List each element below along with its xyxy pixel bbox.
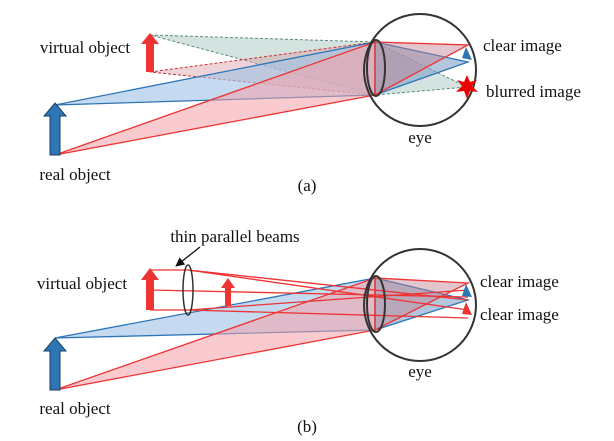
- real-object-arrow: [44, 103, 66, 155]
- label: eye: [408, 128, 432, 147]
- label: virtual object: [37, 274, 127, 293]
- label: clear image: [483, 36, 562, 55]
- clear-image-arrow: [462, 302, 472, 315]
- real-object-arrow: [44, 338, 66, 390]
- label: clear image: [480, 272, 559, 291]
- label: clear image: [480, 305, 559, 324]
- label: blurred image: [486, 82, 581, 101]
- caption: (a): [298, 176, 317, 195]
- diagram: virtual object clear image blurred image…: [0, 0, 614, 441]
- clear-image-arrow: [462, 47, 472, 60]
- panel-a: virtual object clear image blurred image…: [39, 14, 581, 195]
- caption: (b): [297, 417, 317, 436]
- label: real object: [39, 165, 111, 184]
- label: eye: [408, 362, 432, 381]
- label: virtual object: [40, 38, 130, 57]
- thin-lens: [183, 265, 193, 315]
- panel-b: thin parallel beams virtual object clear…: [37, 227, 559, 436]
- virtual-object-arrow: [141, 268, 159, 310]
- pointer-arrow: [176, 247, 200, 266]
- label: thin parallel beams: [170, 227, 299, 246]
- virtual-object-arrow: [141, 33, 159, 72]
- label: real object: [39, 399, 111, 418]
